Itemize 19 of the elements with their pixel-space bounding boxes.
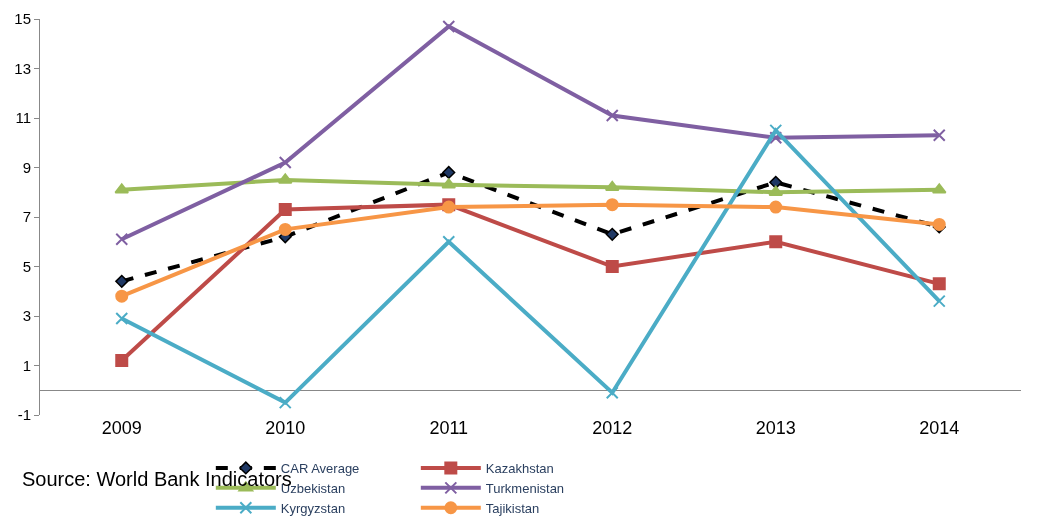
- legend-label: Kyrgyzstan: [280, 500, 346, 516]
- x-tick-label: 2012: [592, 418, 633, 438]
- y-tick-label: 9: [22, 158, 31, 176]
- y-tick-label: 13: [14, 59, 31, 77]
- y-tick-label: 1: [22, 356, 31, 374]
- y-tick-label: 3: [22, 307, 31, 325]
- x-tick-label: 2011: [429, 418, 469, 438]
- y-tick-label: 5: [22, 257, 31, 275]
- y-tick-label: -1: [17, 406, 31, 424]
- legend-label: Tajikistan: [485, 500, 540, 516]
- y-tick-label: 11: [15, 109, 31, 127]
- y-tick-label: 7: [22, 208, 31, 226]
- y-tick-label: 15: [14, 10, 31, 28]
- x-tick-label: 2014: [919, 418, 960, 438]
- legend-label: Turkmenistan: [485, 480, 565, 496]
- legend-label: Kazakhstan: [485, 461, 554, 477]
- x-tick-label: 2010: [265, 418, 306, 438]
- x-tick-label: 2013: [755, 418, 796, 438]
- x-tick-label: 2009: [101, 418, 142, 438]
